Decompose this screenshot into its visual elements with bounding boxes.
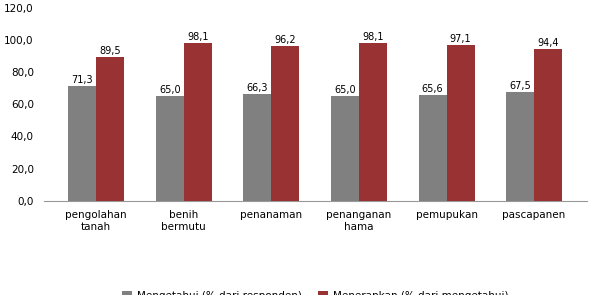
Text: 66,3: 66,3 <box>246 83 268 93</box>
Bar <box>331 96 359 201</box>
Text: 67,5: 67,5 <box>509 81 531 91</box>
Text: 89,5: 89,5 <box>99 46 121 56</box>
Text: 65,0: 65,0 <box>159 85 181 95</box>
Text: 94,4: 94,4 <box>537 38 559 48</box>
Bar <box>68 86 96 201</box>
Bar <box>359 43 387 201</box>
Bar <box>184 43 212 201</box>
Text: 98,1: 98,1 <box>362 32 384 42</box>
Bar <box>271 46 300 201</box>
Bar <box>418 95 447 201</box>
Bar <box>447 45 475 201</box>
Bar <box>506 92 534 201</box>
Bar <box>96 57 124 201</box>
Text: 71,3: 71,3 <box>72 75 93 85</box>
Bar <box>156 96 184 201</box>
Text: 98,1: 98,1 <box>187 32 209 42</box>
Bar <box>243 94 271 201</box>
Text: 65,6: 65,6 <box>422 84 443 94</box>
Text: 65,0: 65,0 <box>334 85 356 95</box>
Text: 96,2: 96,2 <box>275 35 296 45</box>
Text: 97,1: 97,1 <box>450 34 472 44</box>
Legend: Mengetahui (% dari responden), Menerapkan (% dari mengetahui): Mengetahui (% dari responden), Menerapka… <box>118 287 513 295</box>
Bar <box>534 49 562 201</box>
